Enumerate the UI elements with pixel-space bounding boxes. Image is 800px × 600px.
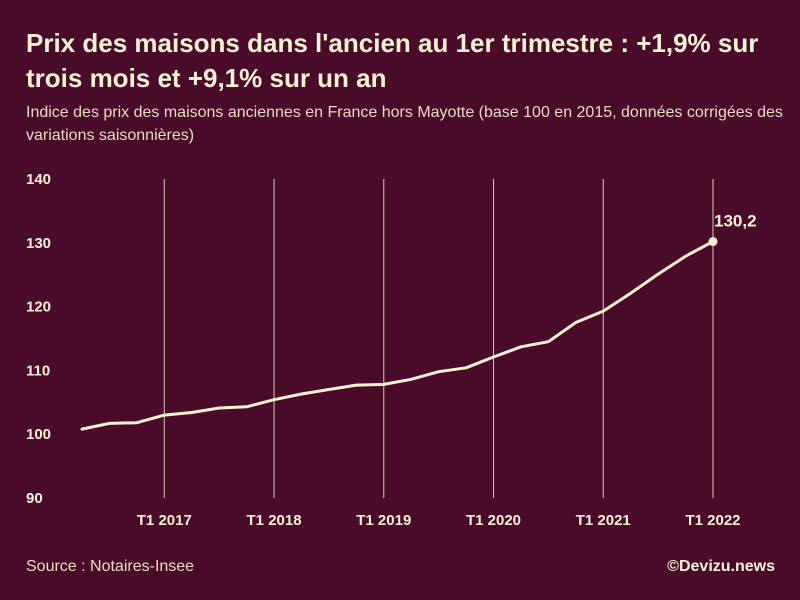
x-axis: T1 2017 T1 2018 T1 2019 T1 2020 T1 2021 T1 20… (137, 512, 741, 529)
y-tick-label: 110 (26, 362, 50, 379)
last-point-marker (708, 237, 718, 247)
source-note: Source : Notaires-Insee (26, 558, 195, 575)
chart-title: Prix des maisons dans l'ancien au 1er tr… (26, 28, 759, 93)
y-tick-label: 140 (26, 171, 51, 188)
x-tick-label: T1 2018 (247, 512, 302, 529)
annotations: 130,2 (708, 212, 757, 247)
brand-credit: ©Devizu.news (667, 558, 775, 575)
x-tick-label: T1 2020 (466, 512, 521, 529)
gridlines (163, 179, 714, 498)
x-tick-label: T1 2017 (137, 512, 192, 529)
y-tick-label: 130 (26, 235, 51, 252)
series-line-0 (80, 240, 715, 431)
chart-subtitle: Indice des prix des maisons anciennes en… (26, 104, 783, 144)
series-layer (80, 240, 715, 431)
x-tick-label: T1 2019 (356, 512, 411, 529)
last-value-label: 130,2 (714, 212, 757, 231)
y-tick-label: 120 (26, 299, 51, 316)
x-tick-label: T1 2021 (576, 512, 631, 529)
x-tick-label: T1 2022 (685, 512, 740, 529)
y-axis: 90 100 110 120 130 140 (26, 171, 51, 507)
y-tick-label: 100 (26, 426, 51, 443)
y-tick-label: 90 (26, 490, 43, 507)
